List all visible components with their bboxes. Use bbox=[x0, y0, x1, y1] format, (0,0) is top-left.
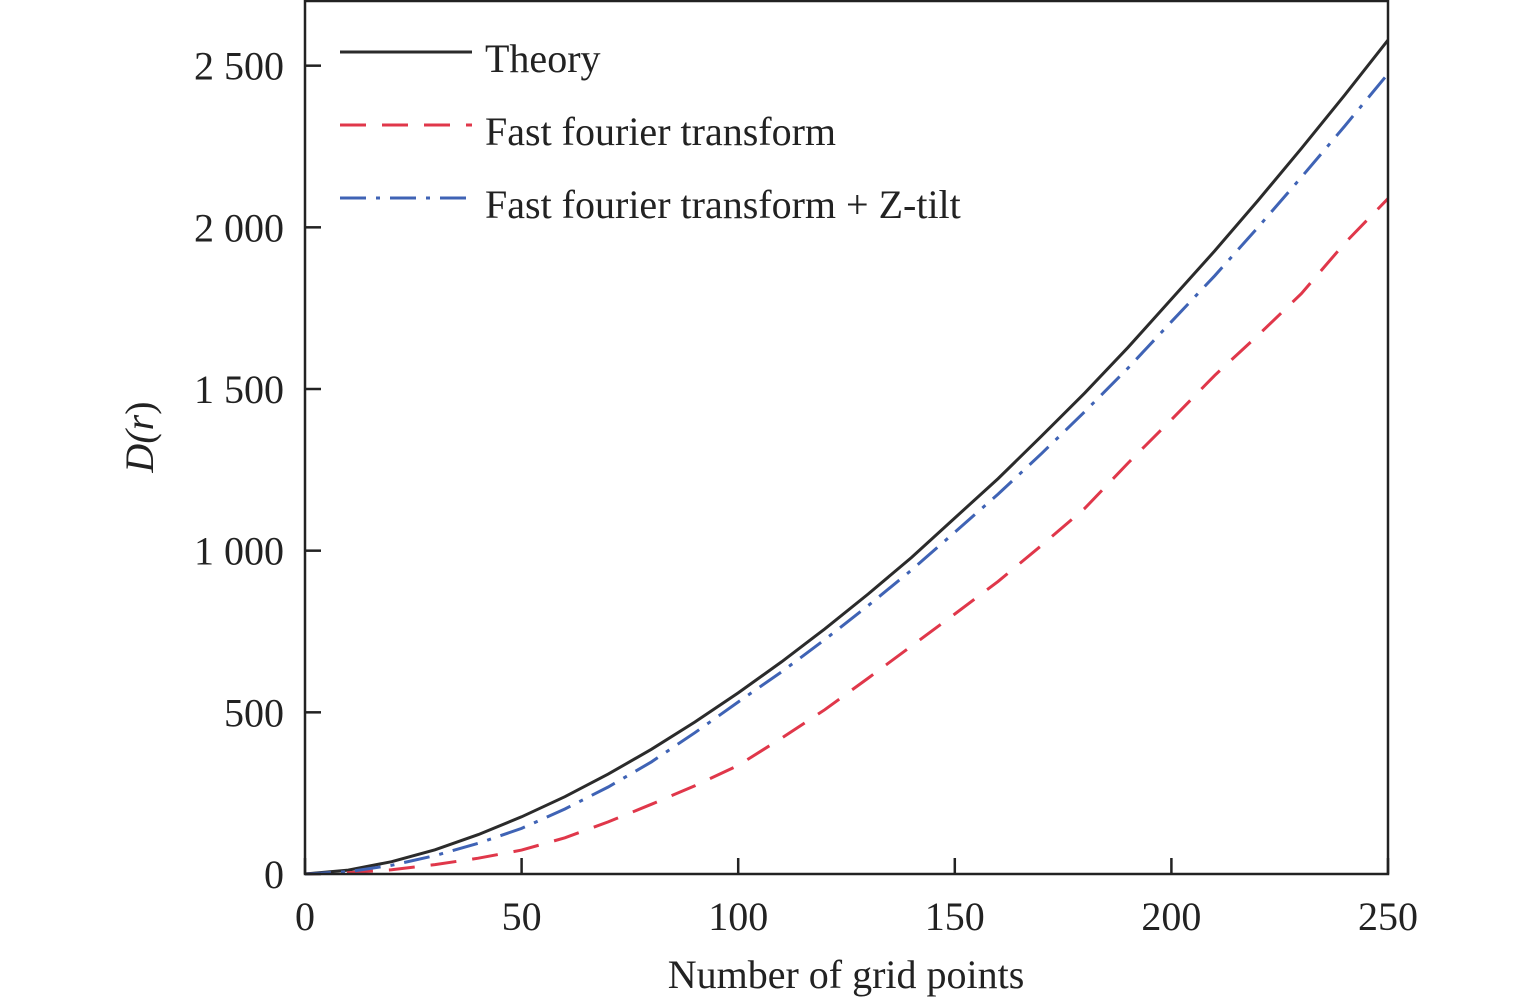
y-axis-title: D(r) bbox=[117, 401, 162, 473]
y-tick-label: 0 bbox=[264, 852, 284, 897]
x-tick-label: 50 bbox=[502, 894, 542, 939]
y-tick-label: 2 500 bbox=[194, 44, 284, 89]
ticks: 0 50 100 150 200 250 0 500 1 000 1 500 2 000 2 500 bbox=[194, 44, 1418, 939]
y-tick-label: 1 500 bbox=[194, 367, 284, 412]
x-tick-label: 200 bbox=[1141, 894, 1201, 939]
y-tick-label: 500 bbox=[224, 690, 284, 735]
legend: Theory Fast fourier transform Fast fourier… bbox=[340, 36, 961, 227]
plot-frame bbox=[303, 0, 1390, 876]
series-line-0 bbox=[304, 39, 1390, 876]
legend-label-0: Theory bbox=[485, 36, 601, 81]
x-axis-title: Number of grid points bbox=[668, 952, 1025, 997]
series-line-1 bbox=[304, 197, 1390, 876]
legend-label-1: Fast fourier transform bbox=[485, 109, 836, 154]
series-line-2 bbox=[304, 72, 1390, 876]
legend-label-2: Fast fourier transform + Z-tilt bbox=[485, 182, 961, 227]
x-tick-label: 250 bbox=[1358, 894, 1418, 939]
series-lines bbox=[304, 39, 1390, 876]
x-tick-label: 0 bbox=[295, 894, 315, 939]
y-tick-label: 2 000 bbox=[194, 205, 284, 250]
x-tick-label: 150 bbox=[925, 894, 985, 939]
x-tick-label: 100 bbox=[708, 894, 768, 939]
y-tick-label: 1 000 bbox=[194, 529, 284, 574]
